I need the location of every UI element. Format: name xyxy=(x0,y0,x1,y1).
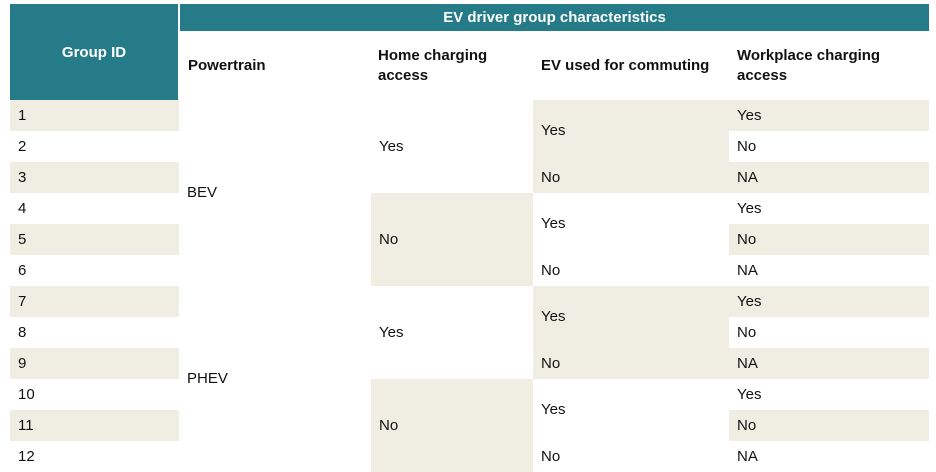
group-id-cell: 11 xyxy=(10,410,179,441)
table-row: 3 No NA xyxy=(10,162,930,193)
table-row: 12 No NA xyxy=(10,441,930,472)
group-id-cell: 12 xyxy=(10,441,179,472)
home-charging-cell: Yes xyxy=(370,286,533,379)
powertrain-cell: BEV xyxy=(179,100,371,286)
commuting-cell: Yes xyxy=(533,100,729,162)
header-row-top: Group ID EV driver group characteristics xyxy=(10,4,930,100)
group-id-cell: 1 xyxy=(10,100,179,131)
header-row-sub: Powertrain Home charging access EV used … xyxy=(10,31,930,100)
workplace-charging-cell: No xyxy=(729,317,930,348)
workplace-charging-cell: NA xyxy=(729,255,930,286)
group-id-cell: 4 xyxy=(10,193,179,224)
table-row: 8 No xyxy=(10,317,930,348)
group-id-cell: 9 xyxy=(10,348,179,379)
header-group-id: Group ID xyxy=(10,4,180,100)
workplace-charging-cell: NA xyxy=(729,441,930,472)
ev-driver-groups-table: Group ID EV driver group characteristics… xyxy=(10,4,930,472)
table-row: 5 No xyxy=(10,224,930,255)
commuting-cell: Yes xyxy=(533,193,729,255)
workplace-charging-cell: NA xyxy=(729,348,930,379)
group-id-cell: 5 xyxy=(10,224,179,255)
header-group-title: EV driver group characteristics xyxy=(179,4,930,31)
commuting-cell: Yes xyxy=(533,379,729,441)
table-row: 9 No NA xyxy=(10,348,930,379)
home-charging-cell: No xyxy=(370,379,533,472)
header-powertrain: Powertrain xyxy=(179,31,370,100)
workplace-charging-cell: Yes xyxy=(729,286,930,317)
table-row: 6 No NA xyxy=(10,255,930,286)
table-row: 10 No Yes Yes xyxy=(10,379,930,472)
table-row: 1 BEV Yes Yes Yes xyxy=(10,100,930,286)
header-workplace-charging: Workplace charging access xyxy=(729,31,930,100)
header-home-charging: Home charging access xyxy=(370,31,533,100)
table-row: 7 PHEV Yes Yes Yes xyxy=(10,286,930,472)
home-charging-cell: No xyxy=(370,193,533,286)
group-id-cell: 8 xyxy=(10,317,179,348)
commuting-cell: No xyxy=(533,255,729,286)
workplace-charging-cell: Yes xyxy=(729,100,930,131)
workplace-charging-cell: NA xyxy=(729,162,930,193)
workplace-charging-cell: No xyxy=(729,410,930,441)
group-id-cell: 2 xyxy=(10,131,179,162)
group-id-cell: 3 xyxy=(10,162,179,193)
commuting-cell: Yes xyxy=(533,286,729,348)
workplace-charging-cell: Yes xyxy=(729,193,930,224)
home-charging-cell: Yes xyxy=(370,100,533,193)
table-row: 2 No xyxy=(10,131,930,162)
workplace-charging-cell: No xyxy=(729,224,930,255)
powertrain-cell: PHEV xyxy=(179,286,371,472)
group-id-cell: 10 xyxy=(10,379,179,410)
commuting-cell: No xyxy=(533,162,729,193)
table-row: 4 No Yes Yes xyxy=(10,193,930,286)
header-ev-commuting: EV used for commuting xyxy=(533,31,729,100)
commuting-cell: No xyxy=(533,441,729,472)
commuting-cell: No xyxy=(533,348,729,379)
workplace-charging-cell: No xyxy=(729,131,930,162)
group-id-cell: 7 xyxy=(10,286,179,317)
workplace-charging-cell: Yes xyxy=(729,379,930,410)
table-row: 11 No xyxy=(10,410,930,441)
group-id-cell: 6 xyxy=(10,255,179,286)
